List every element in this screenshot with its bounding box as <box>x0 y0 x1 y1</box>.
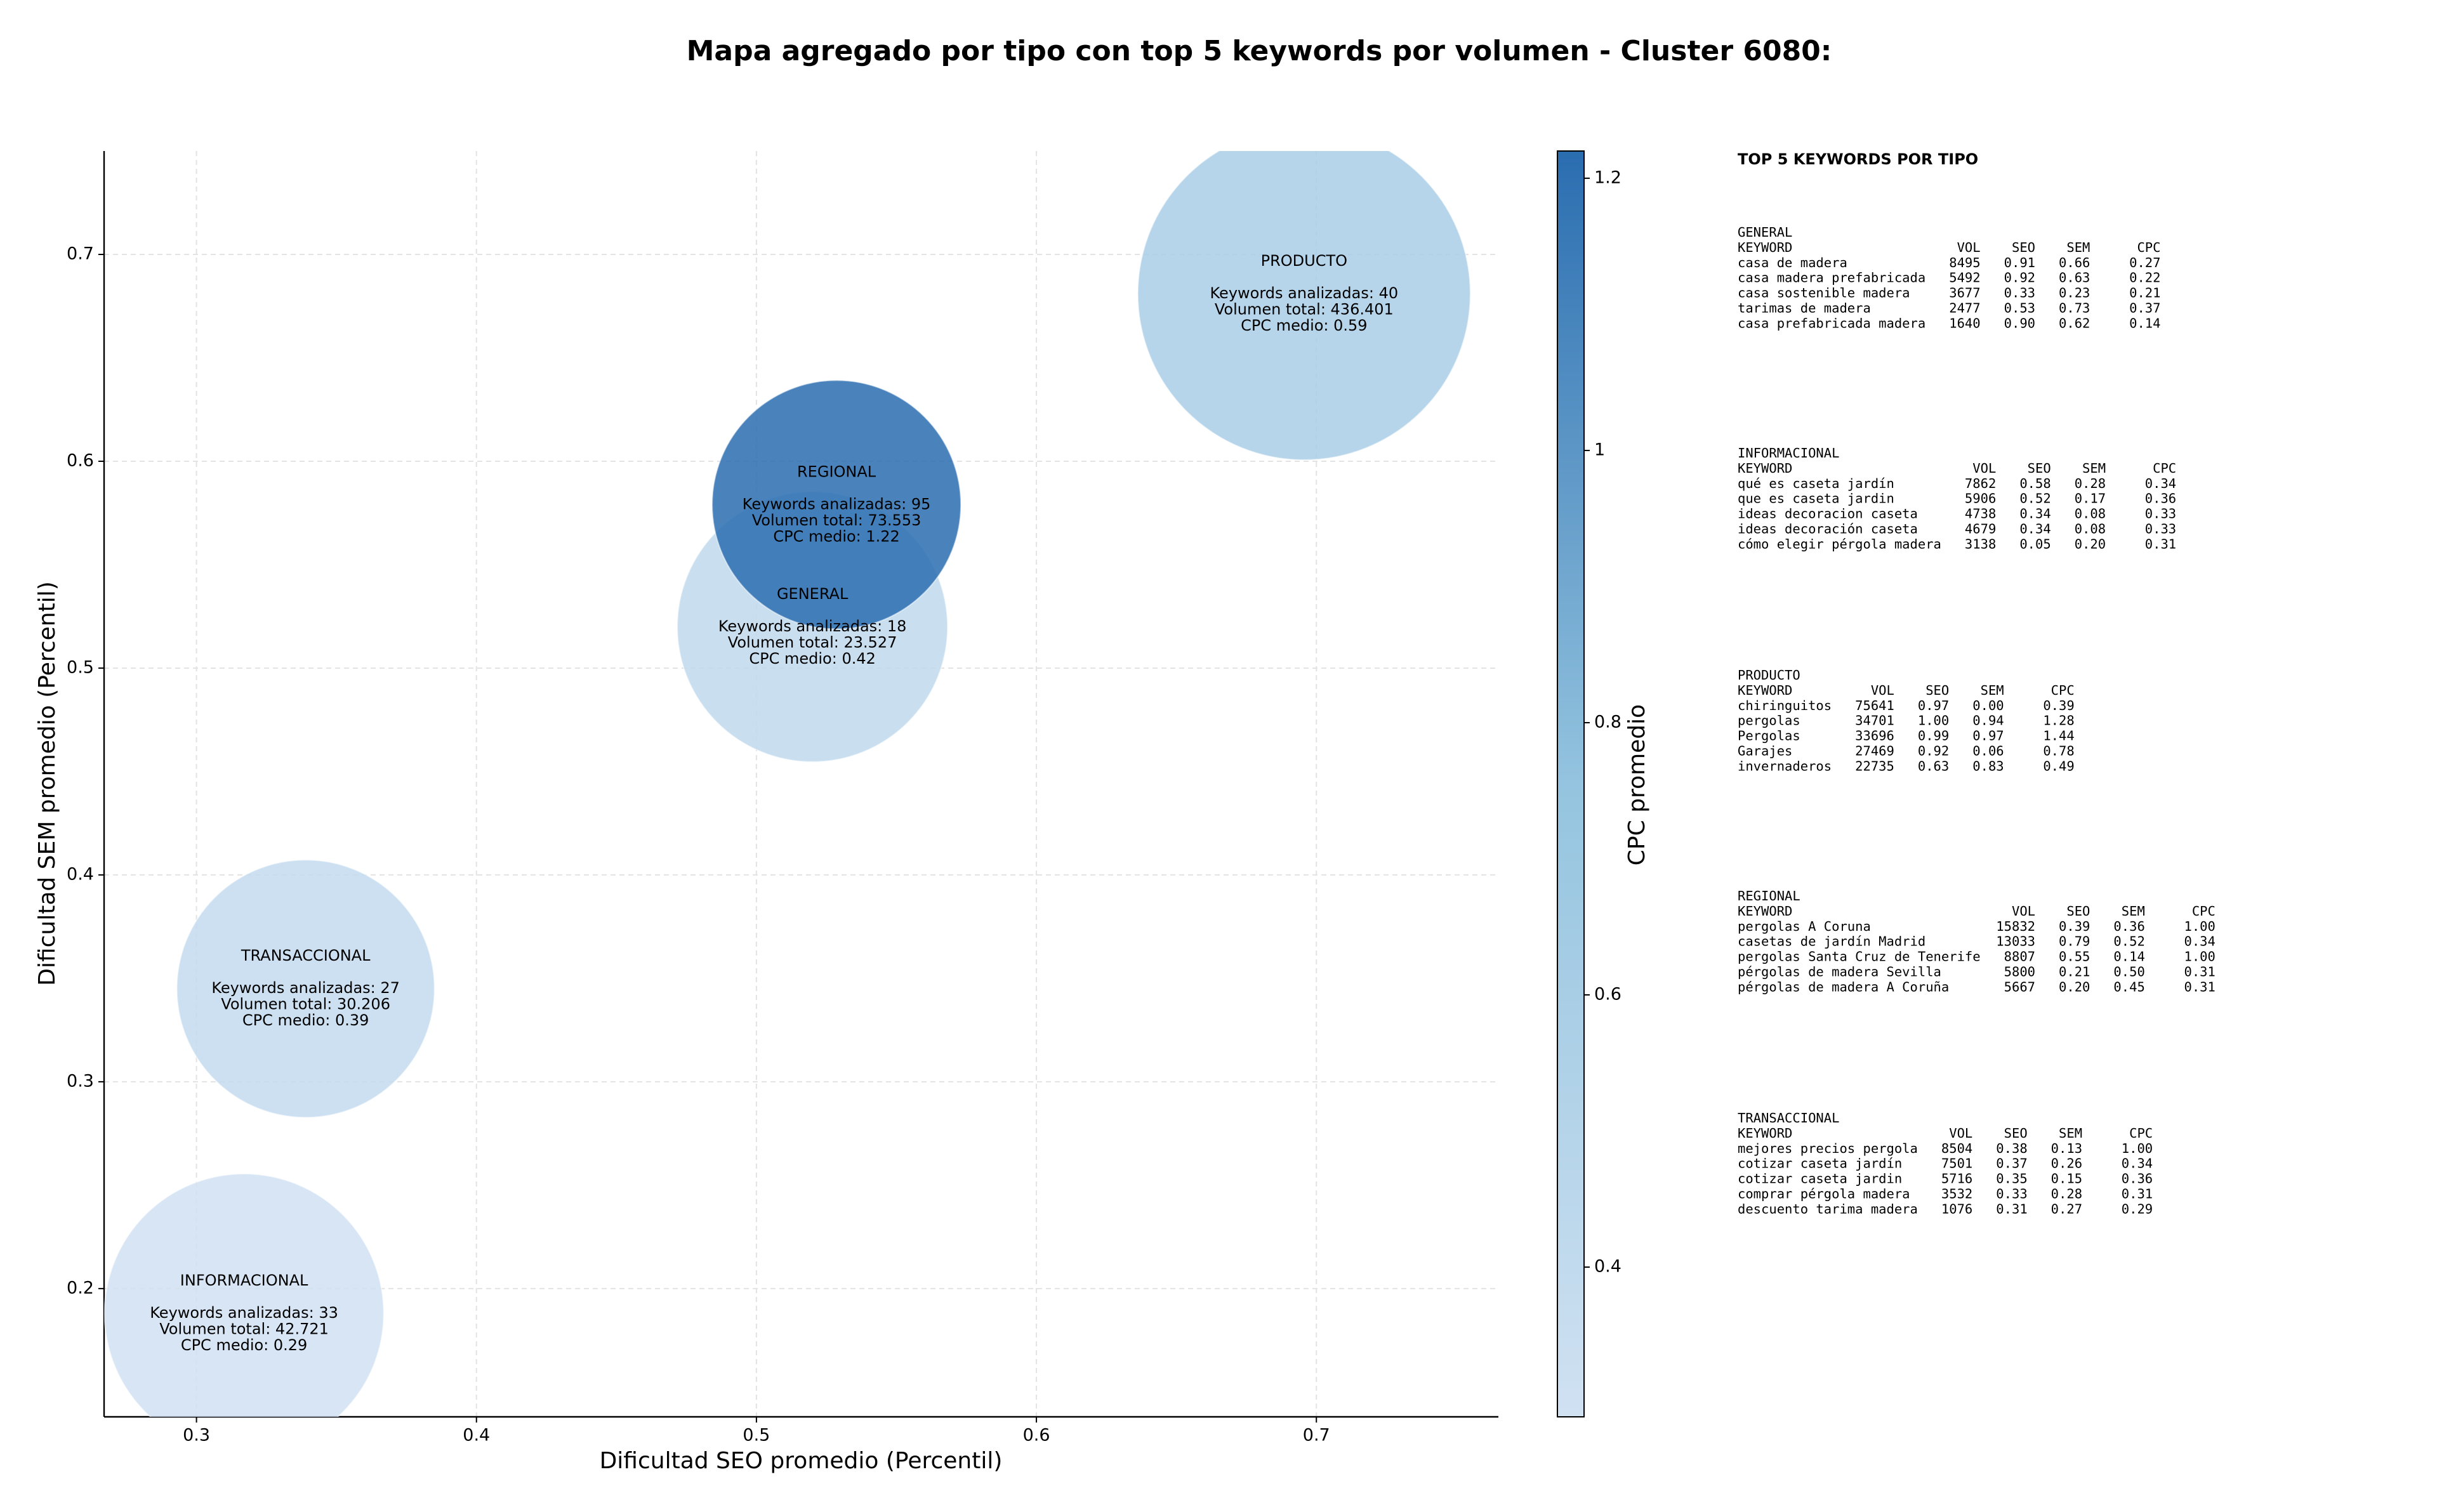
panel-line: casa madera prefabricada 5492 0.92 0.63 … <box>1738 270 2160 286</box>
y-axis-label: Dificultad SEM promedio (Percentil) <box>34 581 60 986</box>
bubble-label: CPC medio: 0.39 <box>242 1011 369 1029</box>
panel-line: casetas de jardín Madrid 13033 0.79 0.52… <box>1738 934 2216 949</box>
bubble-label: CPC medio: 0.59 <box>1241 317 1368 334</box>
bubble-name: PRODUCTO <box>1261 252 1347 270</box>
bubble <box>176 859 435 1119</box>
bubble-label: CPC medio: 0.29 <box>181 1336 308 1354</box>
panel-line: cotizar caseta jardin 5716 0.35 0.15 0.3… <box>1738 1171 2153 1187</box>
panel-line: mejores precios pergola 8504 0.38 0.13 1… <box>1738 1141 2153 1156</box>
panel-line: casa sostenible madera 3677 0.33 0.23 0.… <box>1738 286 2160 301</box>
panel-block-title: TRANSACCIONAL <box>1738 1110 1839 1126</box>
bubble-label: Keywords analizadas: 27 <box>211 979 400 997</box>
panel-line: pergolas A Coruna 15832 0.39 0.36 1.00 <box>1738 919 2216 934</box>
colorbar-tick-label: 1 <box>1594 440 1605 459</box>
bubble-label: Volumen total: 436.401 <box>1215 300 1394 318</box>
bubble-label: CPC medio: 0.42 <box>749 650 876 667</box>
bubble-label: Volumen total: 30.206 <box>221 996 390 1013</box>
x-tick-label: 0.6 <box>1023 1426 1050 1445</box>
colorbar-tick-label: 0.6 <box>1594 985 1621 1004</box>
panel-line: cotizar caseta jardín 7501 0.37 0.26 0.3… <box>1738 1156 2153 1171</box>
y-tick-label: 0.4 <box>67 864 94 884</box>
bubble-name: REGIONAL <box>797 463 876 480</box>
colorbar-label: CPC promedio <box>1624 704 1650 865</box>
y-tick-label: 0.2 <box>67 1278 94 1298</box>
panel-line: Garajes 27469 0.92 0.06 0.78 <box>1738 744 2075 759</box>
panel-line: pergolas 34701 1.00 0.94 1.28 <box>1738 713 2075 728</box>
panel-line: ideas decoracion caseta 4738 0.34 0.08 0… <box>1738 506 2176 522</box>
bubble-label: CPC medio: 1.22 <box>773 527 900 545</box>
y-tick-label: 0.7 <box>67 244 94 263</box>
bubble-label: Volumen total: 73.553 <box>752 511 921 529</box>
bubble-label: Volumen total: 42.721 <box>159 1320 329 1338</box>
panel-line: KEYWORD VOL SEO SEM CPC <box>1738 683 2075 698</box>
x-tick-label: 0.5 <box>743 1426 770 1445</box>
panel-line: pérgolas de madera A Coruña 5667 0.20 0.… <box>1738 979 2216 994</box>
y-tick-label: 0.6 <box>67 450 94 470</box>
panel-line: pérgolas de madera Sevilla 5800 0.21 0.5… <box>1738 964 2216 980</box>
panel-line: invernaderos 22735 0.63 0.83 0.49 <box>1738 758 2075 773</box>
bubble-name: TRANSACCIONAL <box>241 947 371 964</box>
bubble-name: INFORMACIONAL <box>180 1272 308 1289</box>
panel-line: chiringuitos 75641 0.97 0.00 0.39 <box>1738 698 2075 713</box>
panel-line: KEYWORD VOL SEO SEM CPC <box>1738 240 2160 255</box>
panel-line: casa prefabricada madera 1640 0.90 0.62 … <box>1738 315 2160 331</box>
panel-line: tarimas de madera 2477 0.53 0.73 0.37 <box>1738 301 2160 316</box>
colorbar-tick-label: 0.8 <box>1594 712 1621 732</box>
bubble-label: Keywords analizadas: 95 <box>743 495 931 513</box>
panel-title: TOP 5 KEYWORDS POR TIPO <box>1738 150 1978 168</box>
panel-line: qué es caseta jardín 7862 0.58 0.28 0.34 <box>1738 476 2176 491</box>
panel-line: KEYWORD VOL SEO SEM CPC <box>1738 904 2216 919</box>
panel-line: casa de madera 8495 0.91 0.66 0.27 <box>1738 255 2160 270</box>
bubble-label: Keywords analizadas: 33 <box>150 1304 338 1322</box>
panel-block-title: REGIONAL <box>1738 888 1800 904</box>
panel-line: ideas decoración caseta 4679 0.34 0.08 0… <box>1738 522 2176 537</box>
panel-block-title: INFORMACIONAL <box>1738 445 1839 461</box>
colorbar-tick-label: 0.4 <box>1594 1257 1621 1277</box>
panel-line: KEYWORD VOL SEO SEM CPC <box>1738 461 2176 476</box>
colorbar-tick-label: 1.2 <box>1594 168 1621 187</box>
panel-line: comprar pérgola madera 3532 0.33 0.28 0.… <box>1738 1187 2153 1202</box>
bubble-label: Volumen total: 23.527 <box>728 633 897 651</box>
x-tick-label: 0.7 <box>1303 1426 1330 1445</box>
bubble <box>104 1173 385 1417</box>
bubble <box>711 379 962 630</box>
panel-line: cómo elegir pérgola madera 3138 0.05 0.2… <box>1738 536 2176 551</box>
x-tick-label: 0.4 <box>463 1426 490 1445</box>
bubble <box>1137 151 1471 461</box>
panel-line: descuento tarima madera 1076 0.31 0.27 0… <box>1738 1201 2153 1216</box>
bubble-label: Keywords analizadas: 40 <box>1210 284 1399 302</box>
bubbles <box>104 151 1471 1417</box>
panel-block-title: PRODUCTO <box>1738 667 1800 683</box>
panel-line: Pergolas 33696 0.99 0.97 1.44 <box>1738 728 2075 744</box>
y-tick-label: 0.3 <box>67 1071 94 1091</box>
y-tick-label: 0.5 <box>67 657 94 677</box>
panel-line: que es caseta jardin 5906 0.52 0.17 0.36 <box>1738 491 2176 506</box>
x-tick-label: 0.3 <box>183 1426 210 1445</box>
colorbar <box>1557 150 1585 1417</box>
chart-title: Mapa agregado por tipo con top 5 keyword… <box>687 35 1832 67</box>
bubble-name: GENERAL <box>777 585 849 603</box>
panel-line: KEYWORD VOL SEO SEM CPC <box>1738 1126 2153 1141</box>
panel-line: pergolas Santa Cruz de Tenerife 8807 0.5… <box>1738 949 2216 964</box>
bubble-label: Keywords analizadas: 18 <box>718 617 907 635</box>
x-axis-label: Dificultad SEO promedio (Percentil) <box>600 1448 1003 1474</box>
panel-block-title: GENERAL <box>1738 225 1792 240</box>
